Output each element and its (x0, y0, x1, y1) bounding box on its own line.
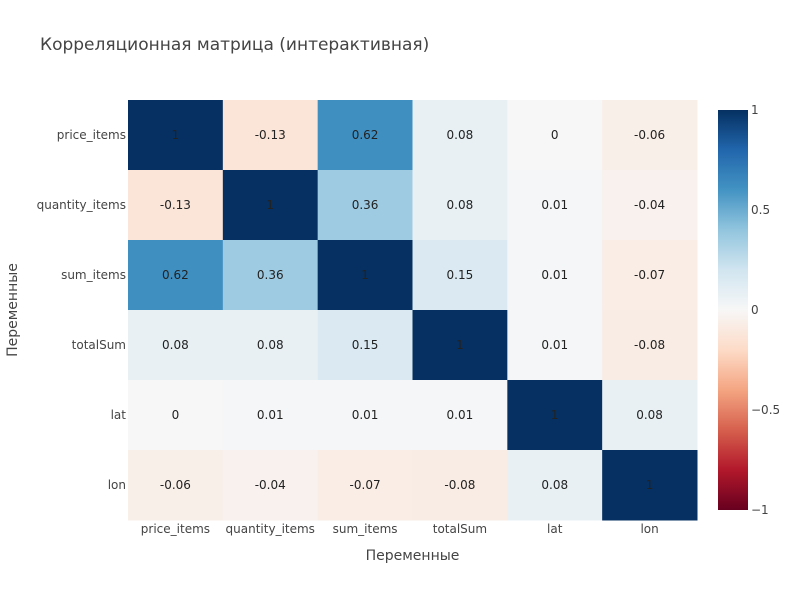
heatmap-cell (222, 380, 319, 451)
cell-value-label: 1 (266, 198, 274, 212)
heatmap-cell (507, 450, 603, 521)
heatmap-cell (602, 100, 698, 171)
heatmap-cell (128, 310, 224, 381)
heatmap-cell-labels: 1 -0.13 0.62 0.08 0 -0.06 -0.13 1 0.36 0.08 0.01 -0… (160, 128, 665, 492)
y-tick-label: lat (111, 408, 127, 422)
y-axis-title: Переменные (5, 263, 21, 357)
heatmap-cell (128, 380, 224, 451)
cell-value-label: 0.36 (257, 268, 284, 282)
cell-value-label: 0 (551, 128, 559, 142)
x-axis-ticks: price_items quantity_items sum_items totalS… (141, 522, 659, 536)
colorbar-tick-label: −0.5 (751, 403, 780, 417)
cell-value-label: -0.07 (350, 478, 381, 492)
cell-value-label: 0.62 (162, 268, 189, 282)
cell-value-label: 0 (172, 408, 180, 422)
x-tick-label: price_items (141, 522, 210, 536)
heatmap-cell (317, 450, 413, 521)
heatmap-cell (412, 450, 508, 521)
cell-value-label: -0.06 (160, 478, 191, 492)
heatmap-cell (602, 380, 698, 451)
x-axis-title: Переменные (366, 548, 460, 564)
cell-value-label: 1 (172, 128, 180, 142)
y-tick-label: totalSum (72, 338, 126, 352)
heatmap-cell (128, 240, 224, 311)
x-tick-label: totalSum (433, 522, 487, 536)
colorbar (718, 110, 748, 510)
y-tick-label: sum_items (61, 268, 126, 282)
heatmap-cell (507, 240, 603, 311)
cell-value-label: -0.08 (444, 478, 475, 492)
heatmap-cell (412, 170, 508, 241)
cell-value-label: 0.01 (352, 408, 379, 422)
heatmap-cell (317, 100, 413, 171)
heatmap-cells (128, 100, 698, 521)
cell-value-label: 0.15 (352, 338, 379, 352)
heatmap-cell (412, 240, 508, 311)
heatmap-cell (507, 310, 603, 381)
cell-value-label: 0.01 (447, 408, 474, 422)
y-tick-label: lon (108, 478, 126, 492)
cell-value-label: 0.15 (447, 268, 474, 282)
heatmap-cell (317, 310, 413, 381)
heatmap-cell (412, 310, 508, 381)
heatmap-cell (507, 380, 603, 451)
colorbar-tick-label: 0.5 (751, 203, 770, 217)
cell-value-label: 1 (361, 268, 369, 282)
cell-value-label: 1 (551, 408, 559, 422)
y-axis-ticks: price_items quantity_items sum_items totalS… (37, 128, 127, 492)
cell-value-label: -0.13 (160, 198, 191, 212)
colorbar-tick-label: −1 (751, 503, 769, 517)
colorbar-ticks: 1 0.5 0 −0.5 −1 (751, 103, 780, 517)
cell-value-label: -0.08 (634, 338, 665, 352)
cell-value-label: 0.08 (636, 408, 663, 422)
cell-value-label: 0.62 (352, 128, 379, 142)
heatmap-cell (128, 100, 224, 171)
cell-value-label: -0.13 (255, 128, 286, 142)
cell-value-label: 0.01 (257, 408, 284, 422)
heatmap-cell (602, 240, 698, 311)
heatmap-cell (507, 170, 603, 241)
cell-value-label: 0.08 (541, 478, 568, 492)
y-tick-label: quantity_items (37, 198, 126, 212)
cell-value-label: -0.04 (634, 198, 665, 212)
heatmap-cell (602, 170, 698, 241)
heatmap-cell (222, 100, 319, 171)
chart-title: Корреляционная матрица (интерактивная) (40, 35, 429, 55)
x-tick-label: lat (547, 522, 563, 536)
heatmap-cell (128, 450, 224, 521)
y-tick-label: price_items (57, 128, 126, 142)
heatmap-cell (507, 100, 603, 171)
heatmap-cell (128, 170, 224, 241)
cell-value-label: -0.07 (634, 268, 665, 282)
heatmap-cell (222, 310, 319, 381)
cell-value-label: 1 (646, 478, 654, 492)
x-tick-label: lon (640, 522, 658, 536)
cell-value-label: -0.04 (255, 478, 286, 492)
heatmap-cell (222, 170, 319, 241)
heatmap-cell (222, 450, 319, 521)
cell-value-label: 0.08 (447, 128, 474, 142)
cell-value-label: -0.06 (634, 128, 665, 142)
cell-value-label: 0.08 (257, 338, 284, 352)
cell-value-label: 1 (456, 338, 464, 352)
cell-value-label: 0.08 (447, 198, 474, 212)
colorbar-tick-label: 0 (751, 303, 759, 317)
x-tick-label: sum_items (333, 522, 398, 536)
heatmap-cell (412, 100, 508, 171)
cell-value-label: 0.01 (541, 268, 568, 282)
cell-value-label: 0.08 (162, 338, 189, 352)
heatmap-cell (602, 310, 698, 381)
heatmap-cell (317, 240, 413, 311)
cell-value-label: 0.01 (541, 198, 568, 212)
heatmap-cell (222, 240, 319, 311)
cell-value-label: 0.36 (352, 198, 379, 212)
heatmap-cell (412, 380, 508, 451)
heatmap-cell (602, 450, 698, 521)
heatmap-cell (317, 170, 413, 241)
colorbar-tick-label: 1 (751, 103, 759, 117)
x-tick-label: quantity_items (226, 522, 315, 536)
cell-value-label: 0.01 (541, 338, 568, 352)
heatmap-cell (317, 380, 413, 451)
